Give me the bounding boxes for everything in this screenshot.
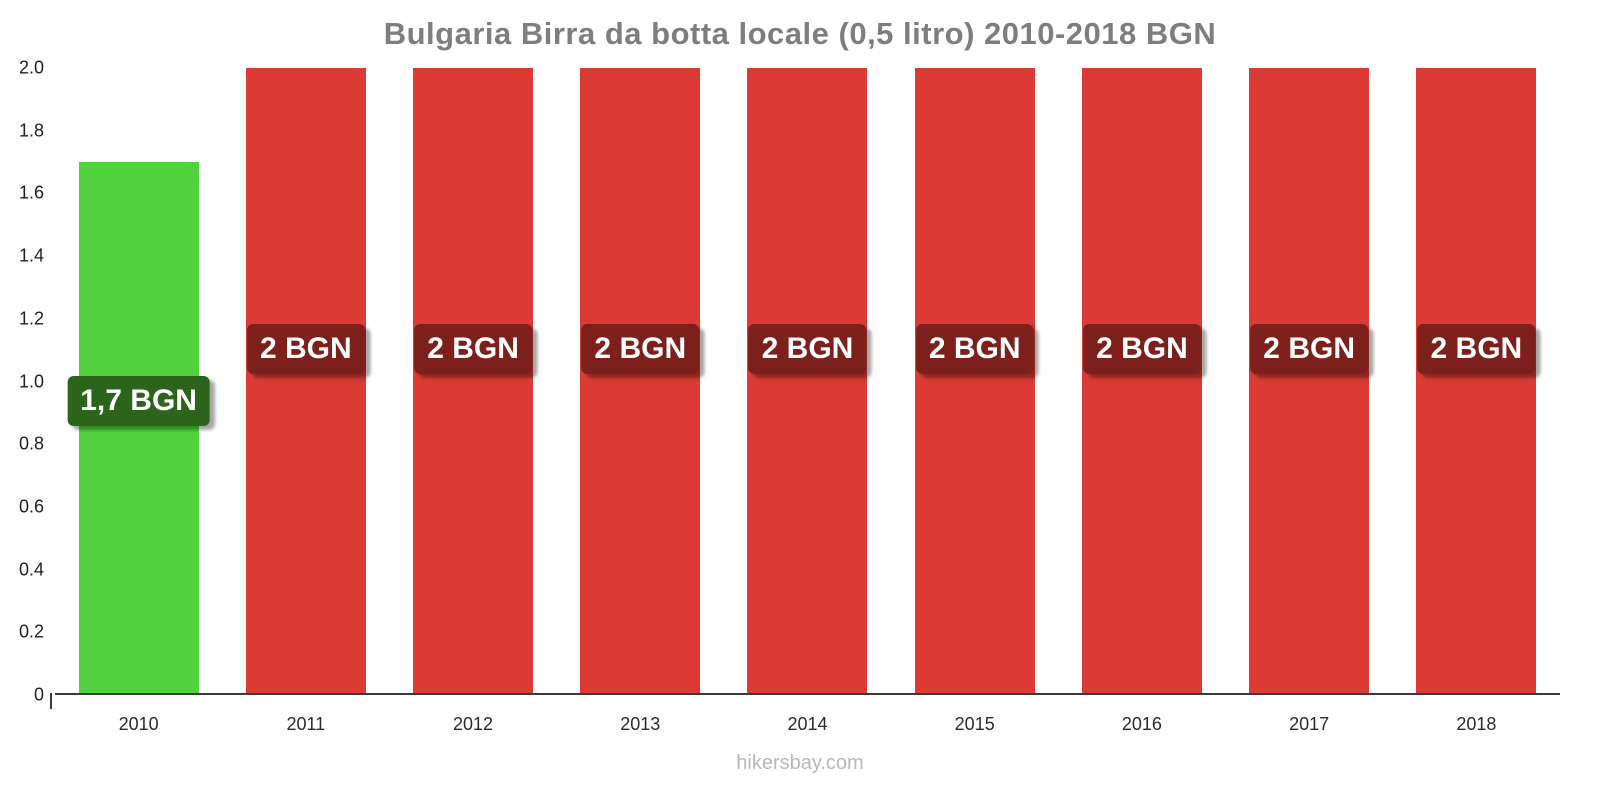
bar-value-label: 1,7 BGN	[67, 375, 210, 426]
bar-slot: 2 BGN	[557, 68, 724, 693]
x-tick-label: 2014	[787, 714, 828, 734]
bar-value-label: 2 BGN	[414, 324, 532, 375]
bar-value-label: 2 BGN	[915, 324, 1034, 375]
x-tick-label: 2010	[118, 714, 159, 734]
bar-value-label: 2 BGN	[581, 324, 700, 375]
y-tick-label: 0.8	[18, 433, 44, 454]
bar-2010: 1,7 BGN	[67, 161, 210, 693]
y-tick-label: 0.6	[18, 496, 44, 517]
bar-slot: 2 BGN	[1393, 68, 1560, 693]
x-tick-label: 2018	[1456, 714, 1497, 734]
plot-area: 1,7 BGN 2 BGN 2 BGN 2 BGN 2 BGN 2 BGN 2 BGN 2 B…	[50, 68, 1560, 709]
bar-slot: 2 BGN	[222, 68, 389, 693]
bar-2013: 2 BGN	[580, 68, 701, 693]
bar-slot: 2 BGN	[1058, 68, 1225, 693]
chart-title: Bulgaria Birra da botta locale (0,5 litr…	[383, 16, 1217, 51]
bar-value-label: 2 BGN	[748, 324, 867, 375]
bar-2012: 2 BGN	[413, 68, 534, 693]
y-tick-label: 2.0	[18, 57, 44, 78]
bar-2018: 2 BGN	[1416, 68, 1537, 693]
y-tick-label: 0.2	[18, 621, 44, 642]
bar-slot: 2 BGN	[891, 68, 1058, 693]
bar-2016: 2 BGN	[1081, 68, 1202, 693]
bar-2011: 2 BGN	[245, 68, 366, 693]
y-axis: 0 0.2 0.4 0.6 0.8 1.0 1.2 1.4 1.6 1.8 2.0	[0, 58, 46, 705]
x-tick-label: 2012	[453, 714, 494, 734]
y-tick-label: 1.2	[18, 308, 44, 329]
bar-value-label: 2 BGN	[246, 324, 365, 375]
bar-2017: 2 BGN	[1249, 68, 1370, 693]
y-tick-label: 1.0	[18, 371, 44, 391]
bar-value-label: 2 BGN	[1417, 324, 1536, 375]
y-tick-label: 1.4	[18, 245, 44, 266]
x-tick-label: 2015	[954, 714, 995, 734]
bar-slot: 2 BGN	[1226, 68, 1393, 693]
bar-slot: 2 BGN	[724, 68, 891, 693]
bar-2014: 2 BGN	[747, 68, 868, 693]
x-tick-label: 2016	[1121, 714, 1162, 734]
footer-watermark: hikersbay.com	[736, 752, 864, 774]
y-tick-label: 0	[33, 684, 44, 705]
bar-value-label: 2 BGN	[1250, 324, 1368, 375]
x-tick-label: 2017	[1289, 714, 1330, 734]
x-axis: 2010 2011 2012 2013 2014 2015 2016 2017 2018	[55, 697, 1560, 735]
bar-value-label: 2 BGN	[1083, 324, 1201, 375]
y-tick-label: 0.4	[18, 559, 44, 580]
y-tick-label: 1.8	[18, 120, 44, 141]
y-tick-label: 1.6	[18, 182, 44, 203]
bar-slot: 2 BGN	[389, 68, 556, 693]
x-tick-label: 2011	[286, 714, 326, 734]
x-tick-label: 2013	[620, 714, 661, 734]
bar-2015: 2 BGN	[914, 68, 1035, 693]
bar-slot: 1,7 BGN	[55, 68, 222, 693]
